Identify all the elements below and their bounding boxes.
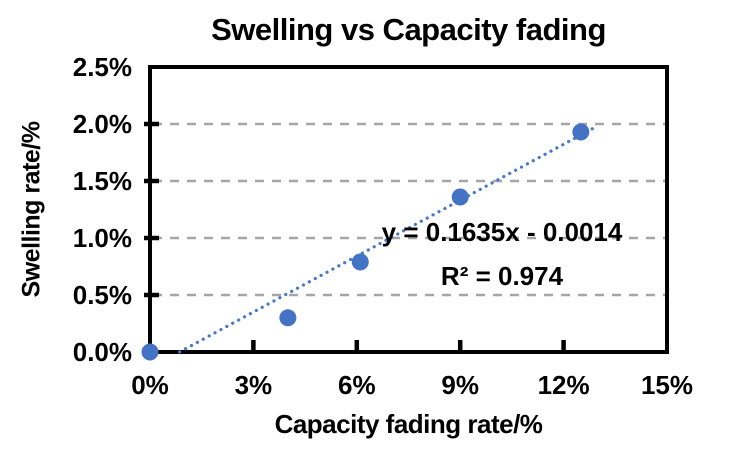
trendline-annotation: y = 0.1635x - 0.0014 R² = 0.974 [340,217,664,291]
data-point [351,253,369,271]
x-tick-label: 9% [441,370,479,400]
data-point [572,123,590,141]
data-point [141,343,159,361]
x-tick-label: 6% [338,370,376,400]
y-tick-label: 0.5% [72,280,132,310]
data-point [451,188,469,206]
y-tick-label: 2.5% [72,52,132,82]
plot-border [148,65,669,354]
x-tick-label: 3% [234,370,273,400]
data-point [279,309,297,327]
chart-title: Swelling vs Capacity fading [211,12,606,47]
y-axis-title-text: Swelling rate/% [17,121,46,298]
y-tick-label: 0.0% [72,337,132,367]
r-squared-label: R² = 0.974 [440,261,564,291]
x-tick-label: 15% [640,370,694,400]
y-tick-label: 1.5% [72,166,132,196]
y-tick-label: 2.0% [72,109,132,139]
trendline-equation: y = 0.1635x - 0.0014 [381,217,623,247]
y-tick-label: 1.0% [72,223,132,253]
x-axis-title: Capacity fading rate/% [274,409,543,439]
trendline [178,124,600,354]
x-tick-label: 0% [131,370,169,400]
x-tick-label: 12% [537,370,590,400]
